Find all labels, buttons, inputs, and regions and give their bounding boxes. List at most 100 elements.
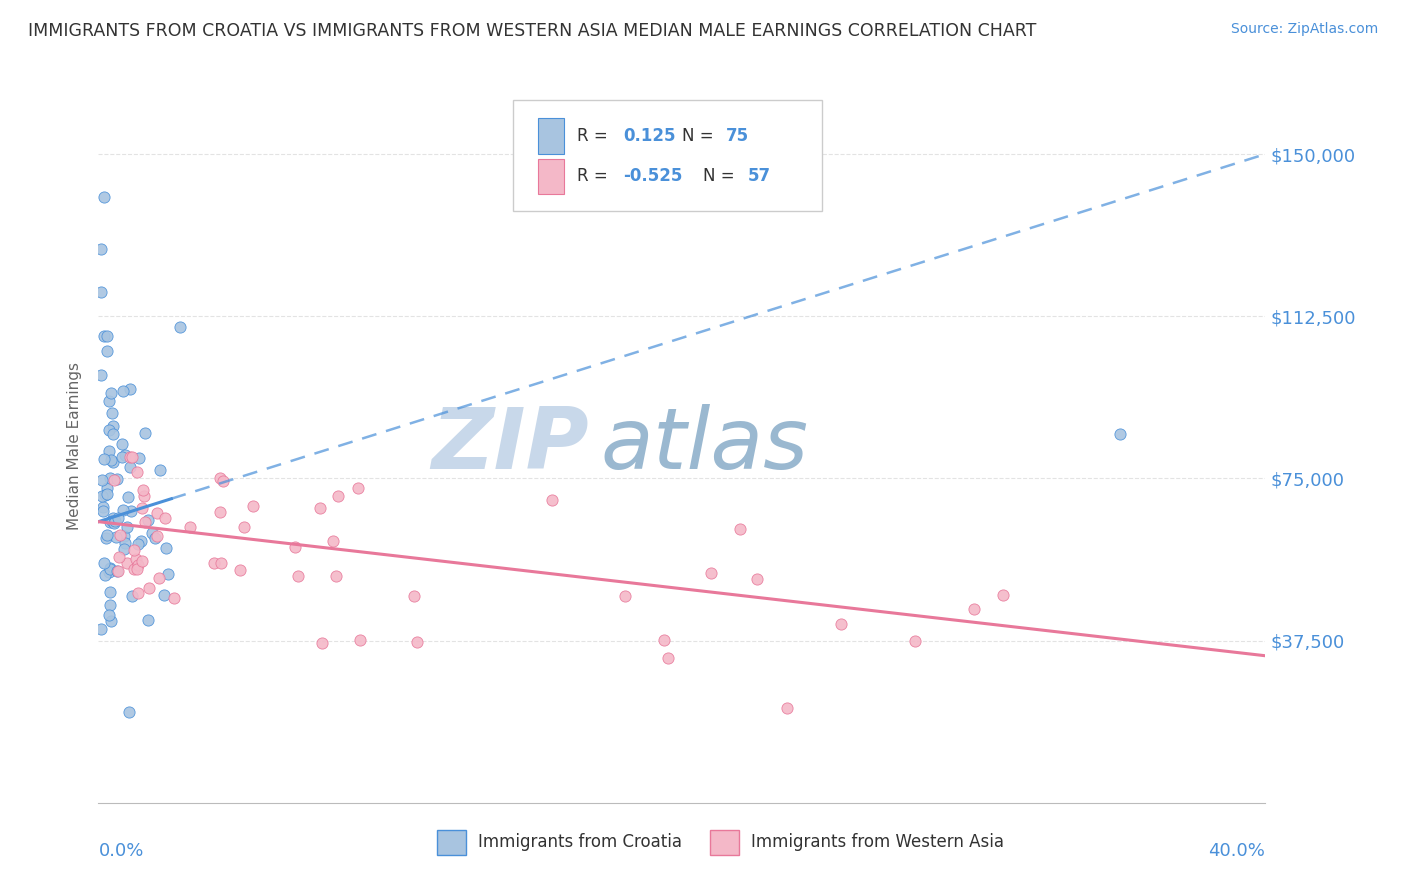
Point — [125, 562, 148, 576]
Point — [91, 500, 114, 514]
Point — [100, 386, 122, 401]
Point — [101, 406, 124, 420]
FancyBboxPatch shape — [538, 118, 564, 153]
Text: R =: R = — [576, 127, 613, 145]
Text: N =: N = — [682, 127, 718, 145]
Point — [406, 635, 429, 649]
Point — [127, 465, 149, 479]
Point — [96, 531, 118, 545]
Point — [112, 541, 135, 556]
Point — [117, 520, 139, 534]
Point — [100, 514, 122, 528]
Point — [93, 190, 115, 204]
Point — [346, 481, 368, 495]
Point — [114, 536, 136, 550]
Point — [98, 562, 121, 576]
Point — [287, 569, 309, 583]
Point — [163, 591, 186, 606]
Point — [105, 471, 128, 485]
Point — [208, 505, 231, 519]
Point — [657, 650, 679, 665]
Point — [118, 450, 141, 464]
Point — [108, 550, 131, 565]
Text: R =: R = — [576, 168, 613, 186]
Point — [148, 463, 170, 477]
Y-axis label: Median Male Earnings: Median Male Earnings — [67, 362, 83, 530]
Point — [98, 423, 121, 437]
Point — [107, 564, 129, 578]
Point — [152, 588, 174, 602]
Point — [108, 527, 131, 541]
Point — [93, 328, 115, 343]
Point — [132, 489, 155, 503]
Point — [134, 515, 156, 529]
Point — [98, 471, 121, 485]
Point — [93, 452, 115, 467]
Point — [146, 506, 169, 520]
Point — [284, 540, 307, 554]
Point — [136, 613, 159, 627]
Point — [156, 566, 179, 581]
Text: 0.0%: 0.0% — [98, 842, 143, 860]
Point — [101, 426, 124, 441]
Text: ZIP: ZIP — [430, 404, 589, 488]
Point — [118, 382, 141, 396]
Text: N =: N = — [703, 168, 740, 186]
Point — [311, 636, 333, 650]
Point — [101, 511, 124, 525]
Point — [242, 500, 264, 514]
Point — [131, 554, 153, 568]
Point — [541, 492, 564, 507]
Point — [98, 598, 121, 612]
Point — [111, 450, 134, 465]
Text: 40.0%: 40.0% — [1209, 842, 1265, 860]
Point — [309, 500, 332, 515]
Point — [96, 482, 118, 496]
Point — [97, 394, 120, 409]
Point — [97, 565, 120, 579]
Point — [112, 503, 135, 517]
Point — [232, 520, 254, 534]
Point — [212, 474, 235, 488]
Point — [101, 455, 124, 469]
Point — [98, 515, 121, 529]
Point — [776, 700, 799, 714]
Point — [349, 633, 371, 648]
Point — [125, 551, 148, 566]
Point — [138, 581, 160, 595]
Point — [121, 589, 143, 603]
Text: -0.525: -0.525 — [624, 168, 683, 186]
Point — [991, 588, 1014, 602]
Point — [962, 602, 984, 616]
Point — [153, 510, 176, 524]
Text: 57: 57 — [747, 168, 770, 186]
Point — [127, 558, 149, 573]
Point — [107, 564, 129, 578]
Point — [93, 556, 115, 570]
Point — [90, 489, 112, 503]
Point — [148, 572, 170, 586]
Point — [111, 437, 134, 451]
Point — [96, 328, 118, 343]
Point — [229, 563, 252, 577]
Point — [747, 572, 769, 586]
Point — [103, 474, 125, 488]
Point — [128, 450, 150, 465]
Point — [326, 489, 349, 503]
Point — [121, 450, 143, 464]
Point — [131, 500, 153, 515]
FancyBboxPatch shape — [538, 159, 564, 194]
Point — [90, 242, 112, 256]
Point — [830, 617, 852, 632]
Point — [127, 537, 149, 551]
Point — [325, 568, 347, 582]
Point — [98, 607, 121, 622]
Point — [209, 556, 232, 570]
Point — [904, 634, 927, 648]
FancyBboxPatch shape — [710, 830, 740, 855]
Point — [100, 615, 122, 629]
Point — [146, 528, 169, 542]
Point — [115, 556, 138, 570]
Point — [1108, 427, 1130, 442]
Point — [90, 622, 112, 636]
